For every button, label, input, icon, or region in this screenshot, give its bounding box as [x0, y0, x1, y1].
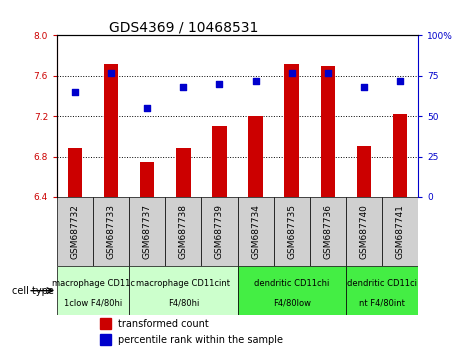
- Point: [324, 70, 332, 75]
- Text: GSM687734: GSM687734: [251, 204, 260, 259]
- Bar: [321, 66, 335, 197]
- Text: nt F4/80int: nt F4/80int: [359, 298, 405, 307]
- Text: macrophage CD11cint: macrophage CD11cint: [136, 279, 230, 288]
- Point: [252, 78, 259, 84]
- FancyBboxPatch shape: [346, 266, 418, 315]
- FancyBboxPatch shape: [274, 197, 310, 266]
- Text: F4/80hi: F4/80hi: [168, 298, 199, 307]
- Text: dendritic CD11chi: dendritic CD11chi: [254, 279, 329, 288]
- Text: dendritic CD11ci: dendritic CD11ci: [347, 279, 417, 288]
- Bar: [68, 148, 82, 197]
- Text: transformed count: transformed count: [118, 319, 209, 329]
- Bar: [285, 64, 299, 197]
- Text: 1clow F4/80hi: 1clow F4/80hi: [64, 298, 122, 307]
- Bar: [176, 148, 190, 197]
- FancyBboxPatch shape: [238, 266, 346, 315]
- Point: [71, 89, 79, 95]
- Bar: [248, 116, 263, 197]
- FancyBboxPatch shape: [382, 197, 418, 266]
- Bar: [100, 334, 111, 346]
- Point: [288, 70, 295, 75]
- Bar: [104, 64, 118, 197]
- Point: [143, 105, 151, 111]
- Title: GDS4369 / 10468531: GDS4369 / 10468531: [109, 20, 258, 34]
- FancyBboxPatch shape: [165, 197, 201, 266]
- Text: GSM687733: GSM687733: [107, 204, 115, 259]
- Text: GSM687740: GSM687740: [360, 204, 368, 259]
- Point: [216, 81, 223, 87]
- Text: GSM687737: GSM687737: [143, 204, 152, 259]
- Text: F4/80low: F4/80low: [273, 298, 311, 307]
- Text: GSM687738: GSM687738: [179, 204, 188, 259]
- FancyBboxPatch shape: [129, 266, 238, 315]
- Bar: [357, 147, 371, 197]
- FancyBboxPatch shape: [57, 197, 93, 266]
- FancyBboxPatch shape: [201, 197, 238, 266]
- FancyBboxPatch shape: [346, 197, 382, 266]
- Point: [180, 84, 187, 90]
- Point: [360, 84, 368, 90]
- FancyBboxPatch shape: [93, 197, 129, 266]
- FancyBboxPatch shape: [129, 197, 165, 266]
- Point: [107, 70, 115, 75]
- FancyBboxPatch shape: [57, 266, 129, 315]
- Bar: [212, 126, 227, 197]
- Text: GSM687732: GSM687732: [71, 204, 79, 259]
- Text: GSM687741: GSM687741: [396, 204, 404, 259]
- Text: cell type: cell type: [11, 286, 53, 296]
- Text: GSM687735: GSM687735: [287, 204, 296, 259]
- Text: GSM687739: GSM687739: [215, 204, 224, 259]
- Bar: [140, 161, 154, 197]
- Text: percentile rank within the sample: percentile rank within the sample: [118, 335, 284, 345]
- Bar: [100, 318, 111, 330]
- Bar: [393, 114, 407, 197]
- Text: GSM687736: GSM687736: [323, 204, 332, 259]
- FancyBboxPatch shape: [310, 197, 346, 266]
- Point: [396, 78, 404, 84]
- FancyBboxPatch shape: [238, 197, 274, 266]
- Text: macrophage CD11c: macrophage CD11c: [52, 279, 134, 288]
